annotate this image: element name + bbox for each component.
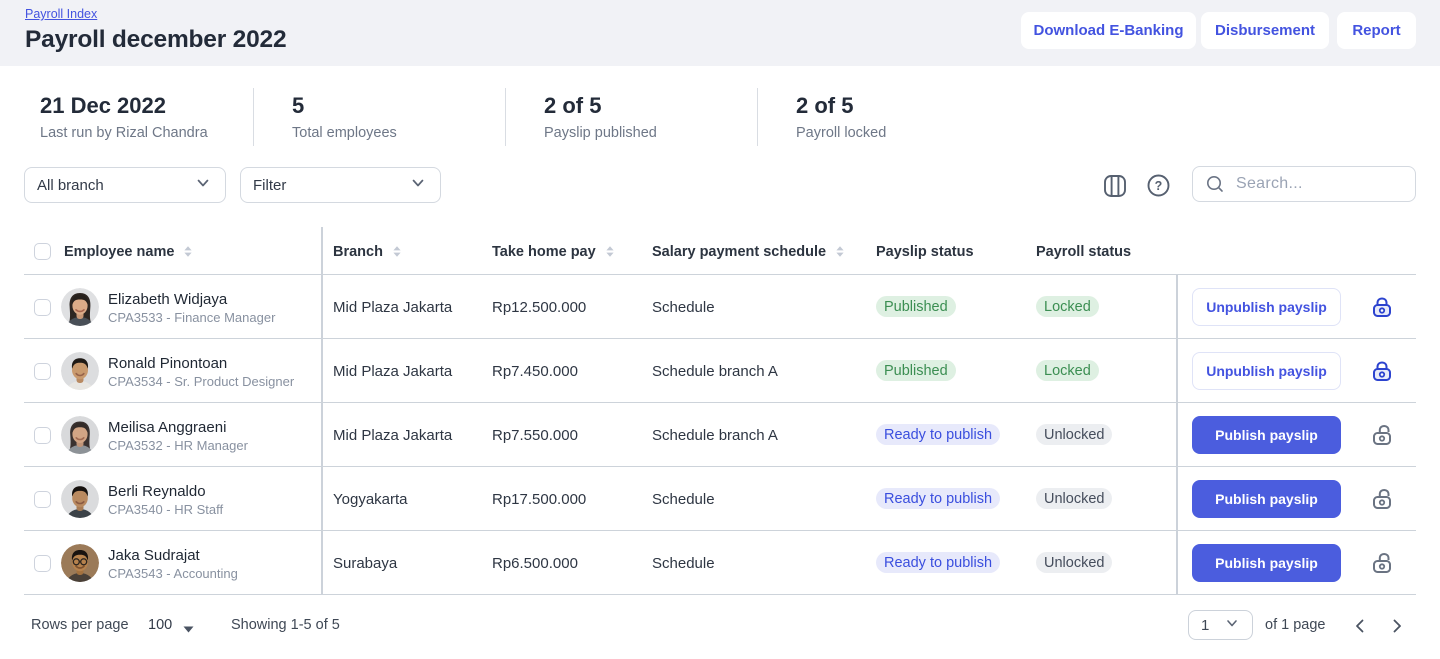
svg-text:?: ? — [1155, 179, 1163, 193]
